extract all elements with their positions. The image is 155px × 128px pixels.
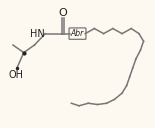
Text: Abr: Abr (71, 29, 84, 38)
Text: HN: HN (30, 29, 44, 39)
Text: OH: OH (9, 70, 24, 80)
Text: O: O (59, 8, 67, 18)
FancyBboxPatch shape (69, 28, 86, 39)
